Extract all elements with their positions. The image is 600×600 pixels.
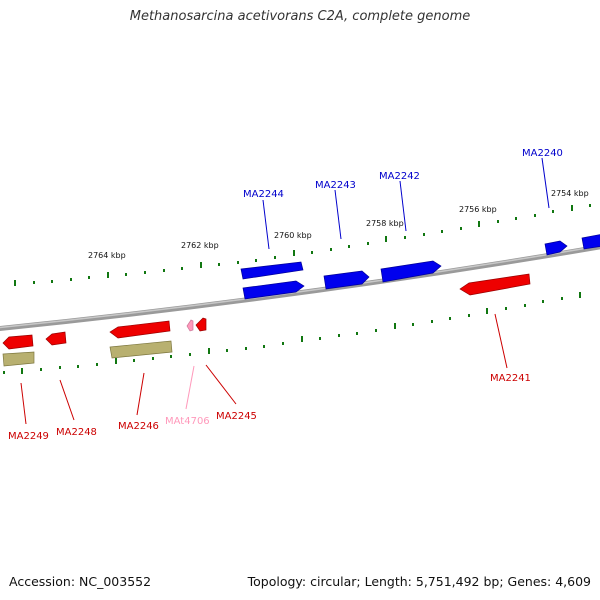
genome-backbone [0,244,600,331]
leader-ma2243 [334,189,342,240]
gene-edge-blue[interactable] [581,234,600,250]
label-ma2242[interactable]: MA2242 [379,171,420,182]
leader-mat4706 [185,365,195,410]
genome-title: Methanosarcina acetivorans C2A, complete… [129,9,471,24]
gene-ma2246-red[interactable] [109,320,171,339]
scale-label-2760: 2760 kbp [274,231,312,240]
leader-ma2248 [59,379,75,421]
feature-ma2246-olive[interactable] [109,340,173,359]
leader-ma2242 [399,180,407,232]
gene-ma2244-b[interactable] [242,280,305,300]
gene-ma2248[interactable] [45,331,67,346]
scale-label-2758: 2758 kbp [366,219,404,228]
leader-ma2246 [136,372,145,416]
label-ma2244[interactable]: MA2244 [243,189,284,200]
upper-tick-track [14,204,591,286]
leader-ma2249 [20,382,27,425]
label-mat4706[interactable]: MAt4706 [165,416,210,427]
gene-ma2243[interactable] [323,270,370,290]
label-ma2240[interactable]: MA2240 [522,148,563,159]
leader-ma2240 [541,157,550,209]
gene-ma2245[interactable] [195,317,207,332]
leader-lines [20,157,550,425]
scale-label-2764: 2764 kbp [88,251,126,260]
label-ma2249[interactable]: MA2249 [8,431,49,442]
forward-genes [240,234,600,300]
feature-ma2249-olive[interactable] [2,351,35,367]
genome-backbone-highlight [0,245,600,329]
reverse-genes [2,273,531,350]
gene-ma2241[interactable] [459,273,531,296]
leader-ma2244 [262,199,270,250]
topology-text: Topology: circular; Length: 5,751,492 bp… [247,574,591,589]
scale-label-2754: 2754 kbp [551,189,589,198]
accession-text: Accession: NC_003552 [9,574,152,589]
label-ma2241[interactable]: MA2241 [490,373,531,384]
gene-labels: MA2240 MA2242 MA2243 MA2244 MA2241 MA224… [8,148,563,442]
scale-label-2762: 2762 kbp [181,241,219,250]
gene-ma2249-red[interactable] [2,334,34,350]
scale-label-2756: 2756 kbp [459,205,497,214]
leader-ma2241 [494,313,508,369]
leader-ma2245 [205,364,237,405]
olive-features [2,340,173,367]
label-ma2243[interactable]: MA2243 [315,180,356,191]
gene-ma2242[interactable] [380,260,442,283]
gene-ma2244-a[interactable] [240,261,304,280]
label-ma2246[interactable]: MA2246 [118,421,159,432]
gene-mat4706[interactable] [186,319,194,332]
gene-ma2240[interactable] [544,240,568,256]
label-ma2248[interactable]: MA2248 [56,427,97,438]
lower-tick-track [3,292,581,374]
label-ma2245[interactable]: MA2245 [216,411,257,422]
